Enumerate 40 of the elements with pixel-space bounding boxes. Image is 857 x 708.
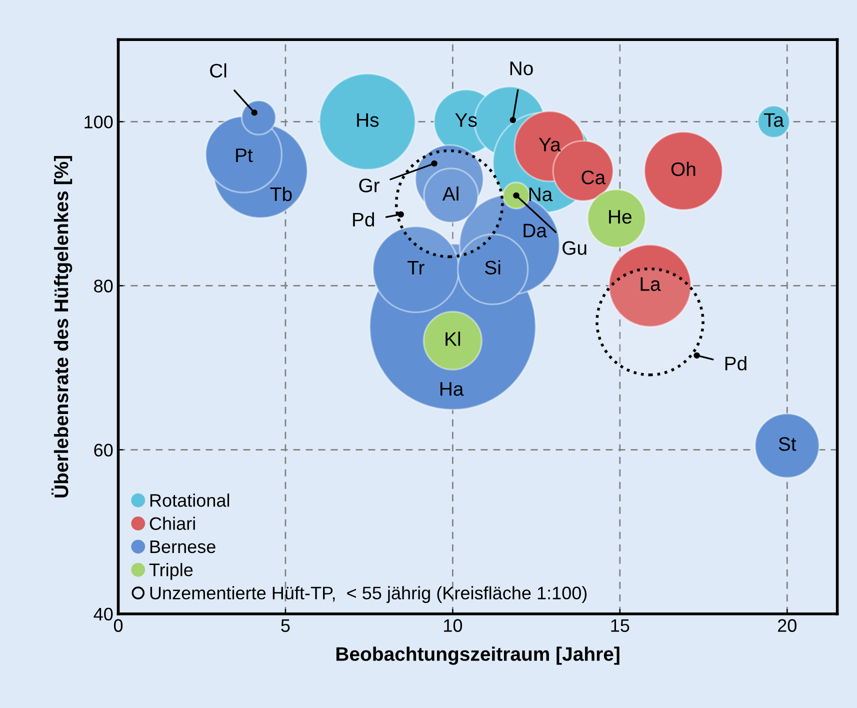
annotation: Gr xyxy=(359,178,380,192)
annotation: Pd xyxy=(353,212,374,227)
annotation: Ha xyxy=(440,382,464,396)
annotation: Na xyxy=(529,188,553,202)
annotation: Si xyxy=(485,260,500,275)
annotation: La xyxy=(640,277,661,291)
annotation: Tb xyxy=(270,186,292,202)
annotation: Gu xyxy=(562,241,586,255)
y-tick-label: 80 xyxy=(94,280,113,292)
annotation: Hs xyxy=(357,113,379,127)
annotation: St xyxy=(778,437,796,451)
y-tick-label: 40 xyxy=(94,608,113,621)
annotation: Da xyxy=(524,224,547,238)
annotation: He xyxy=(609,210,632,224)
annotation: Al xyxy=(442,186,458,201)
annotation: Tr xyxy=(408,260,424,274)
legend-label: Triple xyxy=(149,563,193,580)
x-tick-label: 0 xyxy=(114,619,123,632)
y-tick-label: 60 xyxy=(94,444,113,456)
annotation: Ya xyxy=(538,138,561,152)
legend-label: Bernese xyxy=(150,540,216,554)
legend-label: Rotational xyxy=(150,494,230,507)
annotation: Kl xyxy=(446,332,460,346)
x-tick-label: 20 xyxy=(778,619,796,632)
y-axis-title: Überlebensrate des Hüftgelenkes [%] xyxy=(51,156,72,498)
annotation: No xyxy=(510,62,533,76)
annotation: Oh xyxy=(671,162,696,176)
legend-label: Chiari xyxy=(150,516,195,530)
annotation: Pd xyxy=(725,356,746,370)
annotation: Ca xyxy=(582,170,606,184)
annotation: Ys xyxy=(455,113,477,127)
x-tick-label: 5 xyxy=(281,619,290,632)
y-tick-label: 100 xyxy=(84,116,113,128)
x-tick-label: 10 xyxy=(444,619,462,632)
x-axis-title: Beobachtungszeitraum [Jahre] xyxy=(336,646,620,665)
annotation: Ta xyxy=(764,113,784,127)
annotation: Pt xyxy=(236,148,253,162)
x-tick-label: 15 xyxy=(611,619,630,632)
annotation: Cl xyxy=(210,63,226,78)
legend-label: Unzementierte Hüft-TP, < 55 jährig (Kreisfläche 1:100) xyxy=(150,586,587,604)
